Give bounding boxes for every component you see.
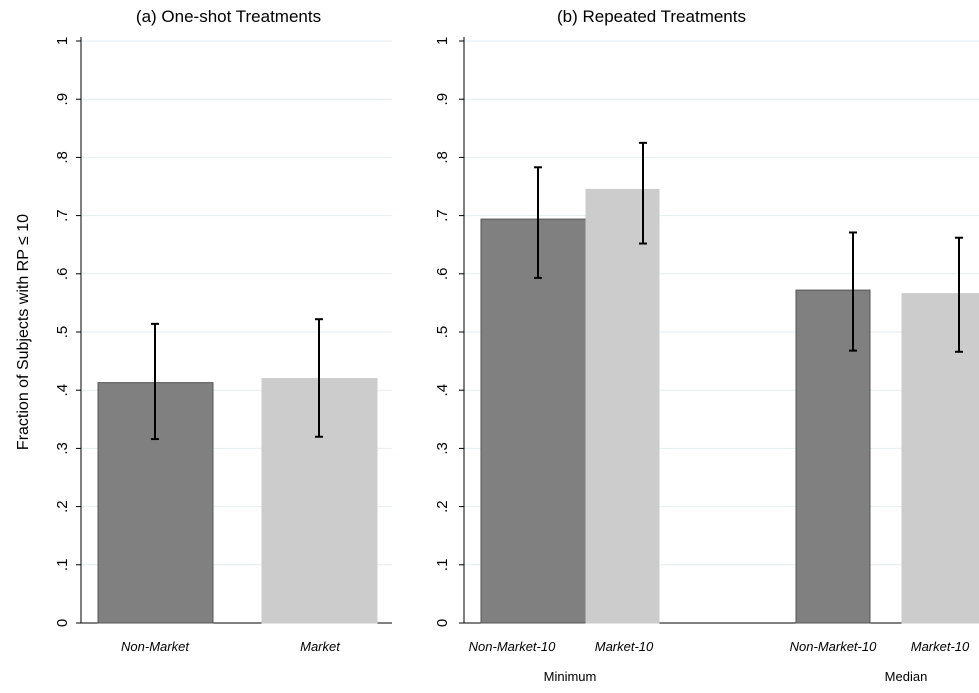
- bar: [901, 293, 979, 624]
- y-tick-label: .9: [54, 93, 71, 106]
- x-tick-label: Market-10: [911, 639, 970, 654]
- y-tick-label: .4: [54, 384, 71, 397]
- y-tick-label: .1: [434, 559, 451, 572]
- bar: [480, 218, 597, 624]
- y-tick-label: .6: [54, 268, 71, 281]
- y-tick-label: .7: [54, 209, 71, 222]
- y-tick-label: .3: [434, 442, 451, 455]
- x-tick-label: Market-10: [595, 639, 654, 654]
- y-tick-label: .8: [54, 151, 71, 164]
- x-tick-label: Non-Market-10: [469, 639, 556, 654]
- y-tick-label: .8: [434, 151, 451, 164]
- chart-title: (b) Repeated Treatments: [557, 7, 746, 26]
- x-tick-label: Market: [300, 639, 341, 654]
- y-tick-label: .7: [434, 209, 451, 222]
- y-tick-label: .5: [54, 326, 71, 339]
- y-tick-label: 0: [434, 619, 451, 627]
- y-tick-label: .4: [434, 384, 451, 397]
- y-tick-label: 1: [434, 37, 451, 45]
- y-tick-label: 0: [54, 619, 71, 627]
- group-label: Median: [885, 669, 928, 684]
- y-tick-label: .5: [434, 326, 451, 339]
- x-tick-label: Non-Market-10: [790, 639, 877, 654]
- y-tick-label: .9: [434, 93, 451, 106]
- y-axis-title: Fraction of Subjects with RP ≤ 10: [15, 214, 32, 450]
- bar: [585, 188, 660, 624]
- y-tick-label: .2: [54, 500, 71, 513]
- y-tick-label: .6: [434, 268, 451, 281]
- y-tick-label: 1: [54, 37, 71, 45]
- bar: [795, 289, 871, 624]
- y-tick-label: .2: [434, 500, 451, 513]
- y-tick-label: .1: [54, 559, 71, 572]
- x-tick-label: Non-Market: [121, 639, 190, 654]
- group-label: Minimum: [544, 669, 597, 684]
- chart-title: (a) One-shot Treatments: [136, 7, 321, 26]
- y-tick-label: .3: [54, 442, 71, 455]
